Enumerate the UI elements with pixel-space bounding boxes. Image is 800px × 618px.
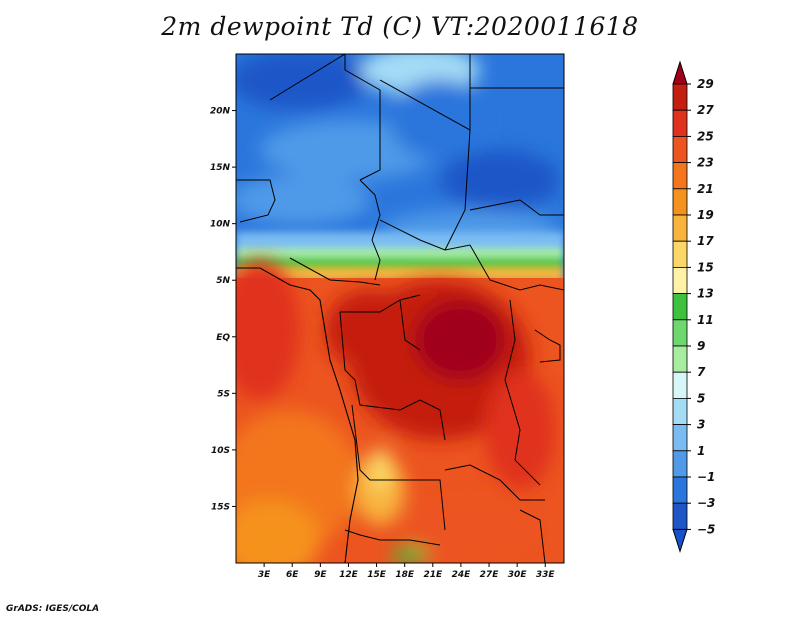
colorbar-swatch	[672, 319, 688, 347]
lon-label: 33E	[536, 570, 556, 580]
lon-label: 15E	[367, 570, 387, 580]
colorbar-swatch	[672, 109, 688, 137]
lat-label: 10N	[210, 220, 231, 230]
colorbar-swatch	[672, 371, 688, 399]
colorbar-label: 19	[697, 208, 714, 222]
colorbar-label: 5	[697, 391, 705, 405]
colorbar-label: −5	[697, 522, 715, 536]
lat-label: 15N	[210, 163, 231, 173]
map-frame	[235, 53, 565, 564]
colorbar-swatch	[672, 266, 688, 294]
colorbar-label: 25	[697, 129, 714, 143]
chart-title: 2m dewpoint Td (C) VT:2020011618	[161, 12, 639, 41]
colorbar-swatch	[672, 424, 688, 452]
lat-label: 20N	[210, 107, 231, 117]
lat-label: 15S	[211, 502, 230, 512]
colorbar: 29 27 25 23 21 19 17 15 13 11 9 7 5 3 1 −1 −3 −5	[672, 60, 715, 554]
colorbar-label: 9	[697, 339, 705, 353]
colorbar-label: 15	[697, 260, 714, 274]
dewpoint-field	[236, 54, 564, 563]
coastline	[236, 267, 359, 563]
colorbar-swatch	[672, 345, 688, 373]
colorbar-label: 11	[697, 313, 714, 327]
lon-label: 9E	[314, 570, 327, 580]
colorbar-swatch	[672, 162, 688, 190]
colorbar-label: 23	[697, 156, 714, 170]
colorbar-swatch	[672, 214, 688, 242]
colorbar-swatch	[672, 188, 688, 216]
colorbar-swatch	[672, 476, 688, 504]
credit-text: GrADS: IGES/COLA	[6, 604, 100, 614]
colorbar-bottom-arrow	[672, 528, 688, 554]
colorbar-label: 1	[697, 444, 705, 458]
colorbar-swatch	[672, 293, 688, 321]
colorbar-label: −3	[697, 496, 715, 510]
country-borders	[236, 54, 564, 563]
colorbar-label: 3	[697, 418, 705, 432]
colorbar-top-arrow	[672, 60, 688, 85]
lat-label: 5S	[217, 389, 230, 399]
colorbar-label: 17	[697, 234, 714, 248]
lon-label: 12E	[339, 570, 359, 580]
colorbar-label: 27	[697, 103, 714, 117]
colorbar-swatch	[672, 83, 688, 111]
colorbar-swatch	[672, 502, 688, 530]
colorbar-label: 21	[697, 182, 714, 196]
lat-label: 5N	[216, 276, 230, 286]
lon-label: 6E	[286, 570, 299, 580]
lon-label: 30E	[508, 570, 528, 580]
lon-label: 24E	[452, 570, 472, 580]
colorbar-swatch	[672, 240, 688, 268]
colorbar-label: −1	[697, 470, 715, 484]
lat-label: EQ	[216, 333, 230, 343]
colorbar-label: 7	[697, 365, 706, 379]
lon-label: 27E	[480, 570, 500, 580]
lon-label: 3E	[258, 570, 271, 580]
colorbar-swatch	[672, 450, 688, 478]
lon-label: 18E	[395, 570, 415, 580]
longitude-axis: 3E 6E 9E 12E 15E 18E 21E 24E 27E 30E 33E	[258, 563, 556, 580]
colorbar-swatch	[672, 135, 688, 163]
colorbar-label: 29	[697, 77, 714, 91]
colorbar-label: 13	[697, 287, 714, 301]
lat-label: 10S	[211, 446, 230, 456]
latitude-axis: 20N 15N 10N 5N EQ 5S 10S 15S	[210, 107, 236, 512]
colorbar-swatch	[672, 397, 688, 425]
lon-label: 21E	[423, 570, 443, 580]
